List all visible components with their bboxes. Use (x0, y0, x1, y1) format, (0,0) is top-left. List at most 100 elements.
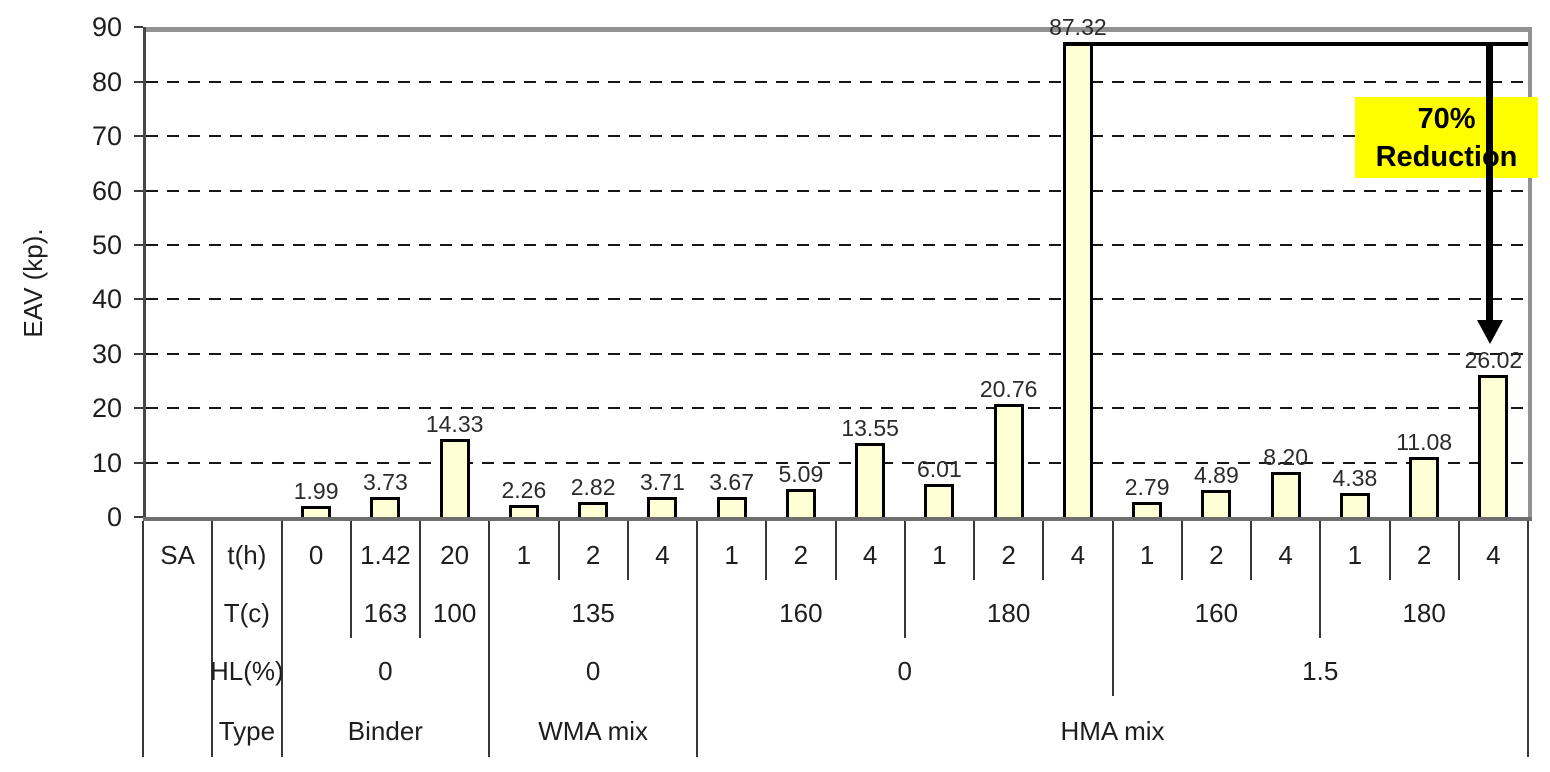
table-cell-r1-c10: 1 (932, 539, 947, 570)
annotation-reference-line (1063, 42, 1528, 46)
table-cell-r4-c3: HMA mix (1060, 715, 1165, 746)
x-axis-line (143, 517, 1532, 521)
table-cell-r4-c1: Binder (347, 715, 423, 746)
table-cell-r1-c17: 2 (1416, 539, 1432, 570)
bar-9 (855, 443, 886, 517)
table-cell-r1-c4: 1 (516, 539, 532, 570)
bar-value-label-17: 11.08 (1396, 428, 1453, 455)
plot-border-right (1528, 27, 1532, 521)
table-line-r1-b5 (626, 521, 629, 580)
annotation-arrow-shaft (1486, 42, 1493, 322)
y-tick-label-20: 20 (91, 393, 122, 424)
bar-value-label-12: 87.32 (1049, 13, 1107, 40)
table-cell-r1-c12: 4 (1070, 539, 1086, 570)
table-line-r1-b7 (765, 521, 768, 580)
table-cell-r1-c3: 20 (440, 539, 470, 570)
table-cell-r1-c5: 2 (585, 539, 601, 570)
table-line-r1-b17 (1457, 521, 1460, 580)
table-cell-r1-c6: 4 (655, 539, 670, 570)
table-cell-r2-c4: 135 (571, 598, 615, 628)
table-row-label-HL(%): HL(%) (210, 656, 284, 686)
table-corner-label: SA (160, 539, 195, 570)
bar-value-label-3: 14.33 (425, 411, 484, 438)
y-tick-label-60: 60 (91, 175, 122, 206)
bar-value-label-9: 13.55 (841, 415, 899, 442)
table-row-label-T(c): T(c) (223, 598, 270, 628)
table-line-r2-b12 (1111, 580, 1114, 638)
gridline-70 (146, 135, 1528, 138)
annotation-label: 70% Reduction (1355, 100, 1538, 176)
table-cell-r2-c5: 160 (779, 598, 823, 628)
table-line-r2-b3 (488, 580, 491, 638)
bar-7 (716, 497, 747, 517)
table-frame-line-0 (142, 521, 144, 757)
annotation-highlight-box (1355, 97, 1538, 178)
bar-1 (301, 506, 332, 517)
bar-value-label-15: 8.20 (1263, 444, 1308, 471)
table-cell-r2-c6: 180 (986, 598, 1031, 628)
bar-value-label-8: 5.09 (778, 461, 824, 488)
annotation-label-line2: Reduction (1375, 141, 1518, 173)
table-cell-r1-c11: 2 (1001, 539, 1016, 570)
y-tick-label-90: 90 (91, 12, 122, 43)
table-cell-r1-c8: 2 (793, 539, 809, 570)
gridline-50 (146, 244, 1528, 246)
bar-8 (785, 489, 816, 517)
bar-12 (1062, 41, 1093, 517)
gridline-20 (146, 407, 1528, 410)
table-line-r1-b8 (834, 521, 837, 580)
bar-5 (578, 501, 609, 517)
table-cell-r1-c9: 4 (862, 539, 878, 570)
bar-value-label-6: 3.71 (639, 468, 685, 495)
table-line-r1-b9 (903, 521, 906, 580)
table-line-r3-b6 (696, 638, 698, 696)
bar-14 (1201, 490, 1232, 517)
table-frame-line-3 (1527, 521, 1529, 757)
table-row-label-Type: Type (218, 715, 276, 746)
table-cell-r2-c8: 180 (1402, 598, 1446, 628)
table-line-r3-b3 (488, 638, 491, 696)
table-line-r1-b14 (1250, 521, 1252, 580)
table-row-label-t(h): t(h) (227, 539, 267, 570)
table-cell-r1-c15: 4 (1278, 539, 1293, 570)
bar-16 (1339, 493, 1370, 517)
bar-4 (508, 504, 539, 517)
bar-17 (1409, 456, 1440, 517)
table-line-r1-b15 (1319, 521, 1322, 580)
bar-10 (924, 484, 955, 517)
y-tick-label-30: 30 (91, 338, 122, 369)
table-cell-r1-c16: 1 (1347, 539, 1363, 570)
bar-3 (439, 439, 470, 517)
table-line-r2-b9 (903, 580, 906, 638)
gridline-30 (146, 352, 1528, 355)
gridline-40 (146, 298, 1528, 301)
table-cell-r2-c2: 163 (363, 598, 408, 628)
table-cell-r2-c3: 100 (432, 598, 477, 628)
y-tick-50 (134, 244, 143, 246)
table-line-r2-b15 (1319, 580, 1322, 638)
bar-value-label-1: 1.99 (293, 478, 339, 505)
bar-value-label-11: 20.76 (979, 376, 1038, 403)
bar-11 (993, 404, 1024, 517)
table-cell-r3-c2: 0 (585, 656, 601, 686)
table-line-r1-b6 (696, 521, 698, 580)
plot-border-top (143, 27, 1532, 32)
table-cell-r1-c1: 0 (308, 539, 324, 570)
table-line-r1-b1 (349, 521, 352, 580)
table-cell-r3-c4: 1.5 (1302, 656, 1339, 686)
table-line-r1-b13 (1180, 521, 1183, 580)
y-tick-90 (134, 26, 143, 29)
y-tick-10 (134, 461, 143, 464)
table-line-r1-b10 (973, 521, 975, 580)
table-line-r1-b12 (1111, 521, 1114, 580)
annotation-label-line1: 70% (1417, 103, 1476, 135)
gridline-80 (146, 80, 1528, 83)
y-tick-label-50: 50 (91, 230, 122, 260)
table-cell-r4-c2: WMA mix (538, 715, 648, 746)
table-frame-line-2 (280, 521, 283, 757)
bar-value-label-18: 26.02 (1464, 347, 1523, 374)
y-tick-40 (134, 298, 143, 301)
y-axis-line (143, 27, 146, 521)
table-line-r3-b12 (1111, 638, 1114, 696)
